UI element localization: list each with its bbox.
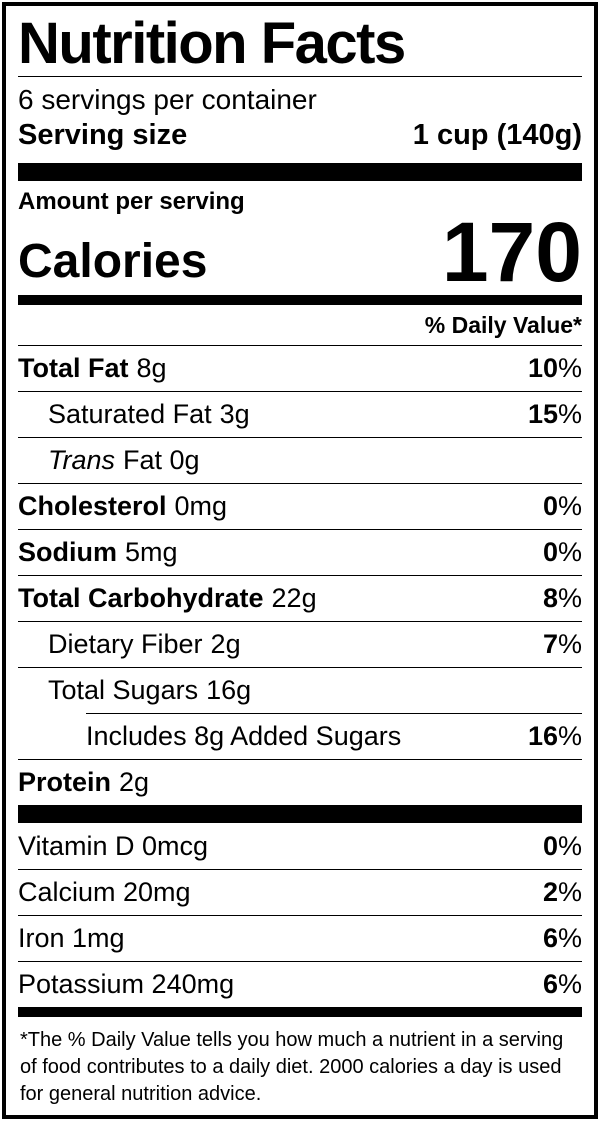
nutrient-dv: 15 bbox=[527, 399, 558, 429]
micronutrient-dv: 0 bbox=[542, 830, 558, 861]
percent-sign: % bbox=[557, 720, 582, 751]
micronutrient-row-calcium: Calcium 20mg 2% bbox=[18, 869, 582, 915]
nutrient-row-protein: Protein 2g bbox=[18, 759, 582, 805]
medium-divider-bar bbox=[18, 1007, 582, 1017]
thick-divider-bar bbox=[18, 163, 582, 181]
calories-label: Calories bbox=[18, 235, 208, 288]
percent-sign: % bbox=[557, 491, 582, 521]
micronutrient-row-potassium: Potassium 240mg 6% bbox=[18, 961, 582, 1007]
nutrient-amount: 8g bbox=[136, 353, 167, 383]
percent-sign: % bbox=[557, 830, 582, 861]
percent-sign: % bbox=[557, 537, 582, 567]
serving-size-label: Serving size bbox=[18, 119, 188, 151]
servings-per-container: 6 servings per container bbox=[18, 84, 317, 115]
nutrient-name: Includes 8g Added Sugars bbox=[86, 720, 402, 751]
nutrient-amount: Fat 0g bbox=[123, 445, 200, 475]
nutrient-amount: 16g bbox=[206, 675, 252, 705]
percent-sign: % bbox=[557, 353, 582, 383]
micronutrient-dv: 6 bbox=[542, 969, 558, 999]
percent-sign: % bbox=[557, 583, 582, 613]
percent-sign: % bbox=[557, 399, 582, 429]
micronutrient-dv: 6 bbox=[542, 923, 558, 953]
calories-row: Calories 170 bbox=[18, 205, 582, 299]
thick-divider-bar bbox=[18, 805, 582, 823]
nutrient-dv: 10 bbox=[527, 353, 558, 383]
nutrient-row-added-sugars: Includes 8g Added Sugars 16% bbox=[18, 713, 582, 759]
nutrient-row-total-sugars: Total Sugars 16g bbox=[18, 667, 582, 713]
micronutrient-row-vitamin-d: Vitamin D 0mcg 0% bbox=[18, 823, 582, 869]
nutrient-name: Cholesterol bbox=[18, 491, 167, 521]
micronutrient-name: Calcium 20mg bbox=[18, 877, 191, 907]
micronutrient-name: Iron 1mg bbox=[18, 923, 125, 953]
nutrient-dv: 0 bbox=[542, 537, 558, 567]
nutrient-name: Dietary Fiber bbox=[48, 629, 203, 659]
nutrient-amount: 22g bbox=[271, 583, 317, 613]
nutrient-row-cholesterol: Cholesterol 0mg 0% bbox=[18, 483, 582, 529]
medium-divider-bar bbox=[18, 295, 582, 305]
micronutrient-dv: 2 bbox=[542, 877, 558, 907]
nutrient-amount: 2g bbox=[210, 629, 241, 659]
micronutrient-name: Potassium 240mg bbox=[18, 969, 235, 999]
nutrient-dv: 7 bbox=[542, 629, 558, 659]
daily-value-header: % Daily Value* bbox=[424, 312, 582, 338]
nutrient-name: Total Carbohydrate bbox=[18, 583, 264, 613]
calories-value: 170 bbox=[441, 205, 582, 299]
nutrient-row-sodium: Sodium 5mg 0% bbox=[18, 529, 582, 575]
nutrient-amount: 0mg bbox=[174, 491, 228, 521]
label-title: Nutrition Facts bbox=[18, 11, 406, 76]
nutrient-amount: 2g bbox=[119, 767, 150, 797]
nutrient-row-total-fat: Total Fat 8g 10% bbox=[18, 345, 582, 391]
divider bbox=[18, 76, 582, 77]
serving-size-row: Serving size 1 cup (140g) bbox=[18, 119, 582, 163]
nutrient-row-dietary-fiber: Dietary Fiber 2g 7% bbox=[18, 621, 582, 667]
amount-per-serving-label: Amount per serving bbox=[18, 188, 245, 215]
nutrient-name: Trans bbox=[48, 445, 116, 475]
percent-sign: % bbox=[557, 969, 582, 999]
serving-size-value: 1 cup (140g) bbox=[412, 119, 582, 151]
micronutrient-name: Vitamin D 0mcg bbox=[18, 830, 209, 861]
micronutrient-row-iron: Iron 1mg 6% bbox=[18, 915, 582, 961]
nutrient-name: Saturated Fat bbox=[48, 399, 212, 429]
nutrient-dv: 16 bbox=[527, 720, 558, 751]
percent-sign: % bbox=[557, 877, 582, 907]
nutrient-name: Total Sugars bbox=[48, 675, 199, 705]
nutrient-row-saturated-fat: Saturated Fat 3g 15% bbox=[18, 391, 582, 437]
nutrient-name: Protein bbox=[18, 767, 112, 797]
daily-value-footnote: *The % Daily Value tells you how much a … bbox=[20, 1029, 564, 1105]
nutrient-row-total-carbohydrate: Total Carbohydrate 22g 8% bbox=[18, 575, 582, 621]
percent-sign: % bbox=[557, 923, 582, 953]
nutrient-row-trans-fat: Trans Fat 0g bbox=[18, 437, 582, 483]
nutrient-amount: 5mg bbox=[125, 537, 178, 567]
nutrient-amount: 3g bbox=[219, 399, 250, 429]
percent-sign: % bbox=[557, 629, 582, 659]
nutrient-dv: 0 bbox=[542, 491, 558, 521]
nutrient-dv: 8 bbox=[542, 583, 558, 613]
nutrient-name: Sodium bbox=[18, 537, 117, 567]
nutrient-name: Total Fat bbox=[18, 353, 129, 383]
